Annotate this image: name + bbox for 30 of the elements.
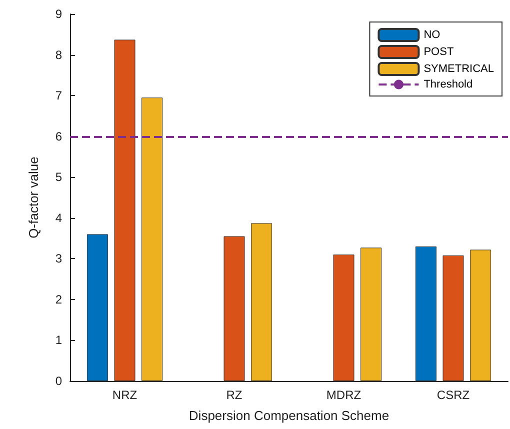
bar xyxy=(360,248,382,381)
bar xyxy=(86,234,108,381)
x-tick-label: NRZ xyxy=(112,388,138,402)
y-tick-label: 0 xyxy=(55,374,62,388)
legend-label: POST xyxy=(424,46,454,58)
y-tick-label: 8 xyxy=(55,48,62,62)
bar xyxy=(224,236,245,381)
y-tick-label: 4 xyxy=(55,210,62,225)
bar xyxy=(333,254,354,381)
y-tick-label: 5 xyxy=(55,170,62,184)
x-tick-label: MDRZ xyxy=(326,388,362,402)
bar xyxy=(470,250,492,381)
y-tick-label: 2 xyxy=(55,292,62,306)
x-tick-label: CSRZ xyxy=(436,388,470,402)
y-tick-label: 6 xyxy=(55,129,62,144)
bar xyxy=(251,223,272,381)
x-axis-title: Dispersion Compensation Scheme xyxy=(188,408,390,423)
bar xyxy=(142,98,163,381)
y-tick-label: 9 xyxy=(55,7,62,21)
y-tick-label: 7 xyxy=(55,88,62,103)
x-tick-label: RZ xyxy=(226,388,242,402)
bar xyxy=(415,246,436,381)
bar xyxy=(114,40,136,381)
y-axis-title: Q-factor value xyxy=(26,156,41,238)
legend-label: Threshold xyxy=(424,78,473,90)
y-tick-label: 1 xyxy=(55,333,62,348)
legend-label: SYMETRICAL xyxy=(424,63,494,75)
bar xyxy=(442,255,464,381)
y-tick-label: 3 xyxy=(55,252,62,266)
legend-label: NO xyxy=(424,29,441,41)
